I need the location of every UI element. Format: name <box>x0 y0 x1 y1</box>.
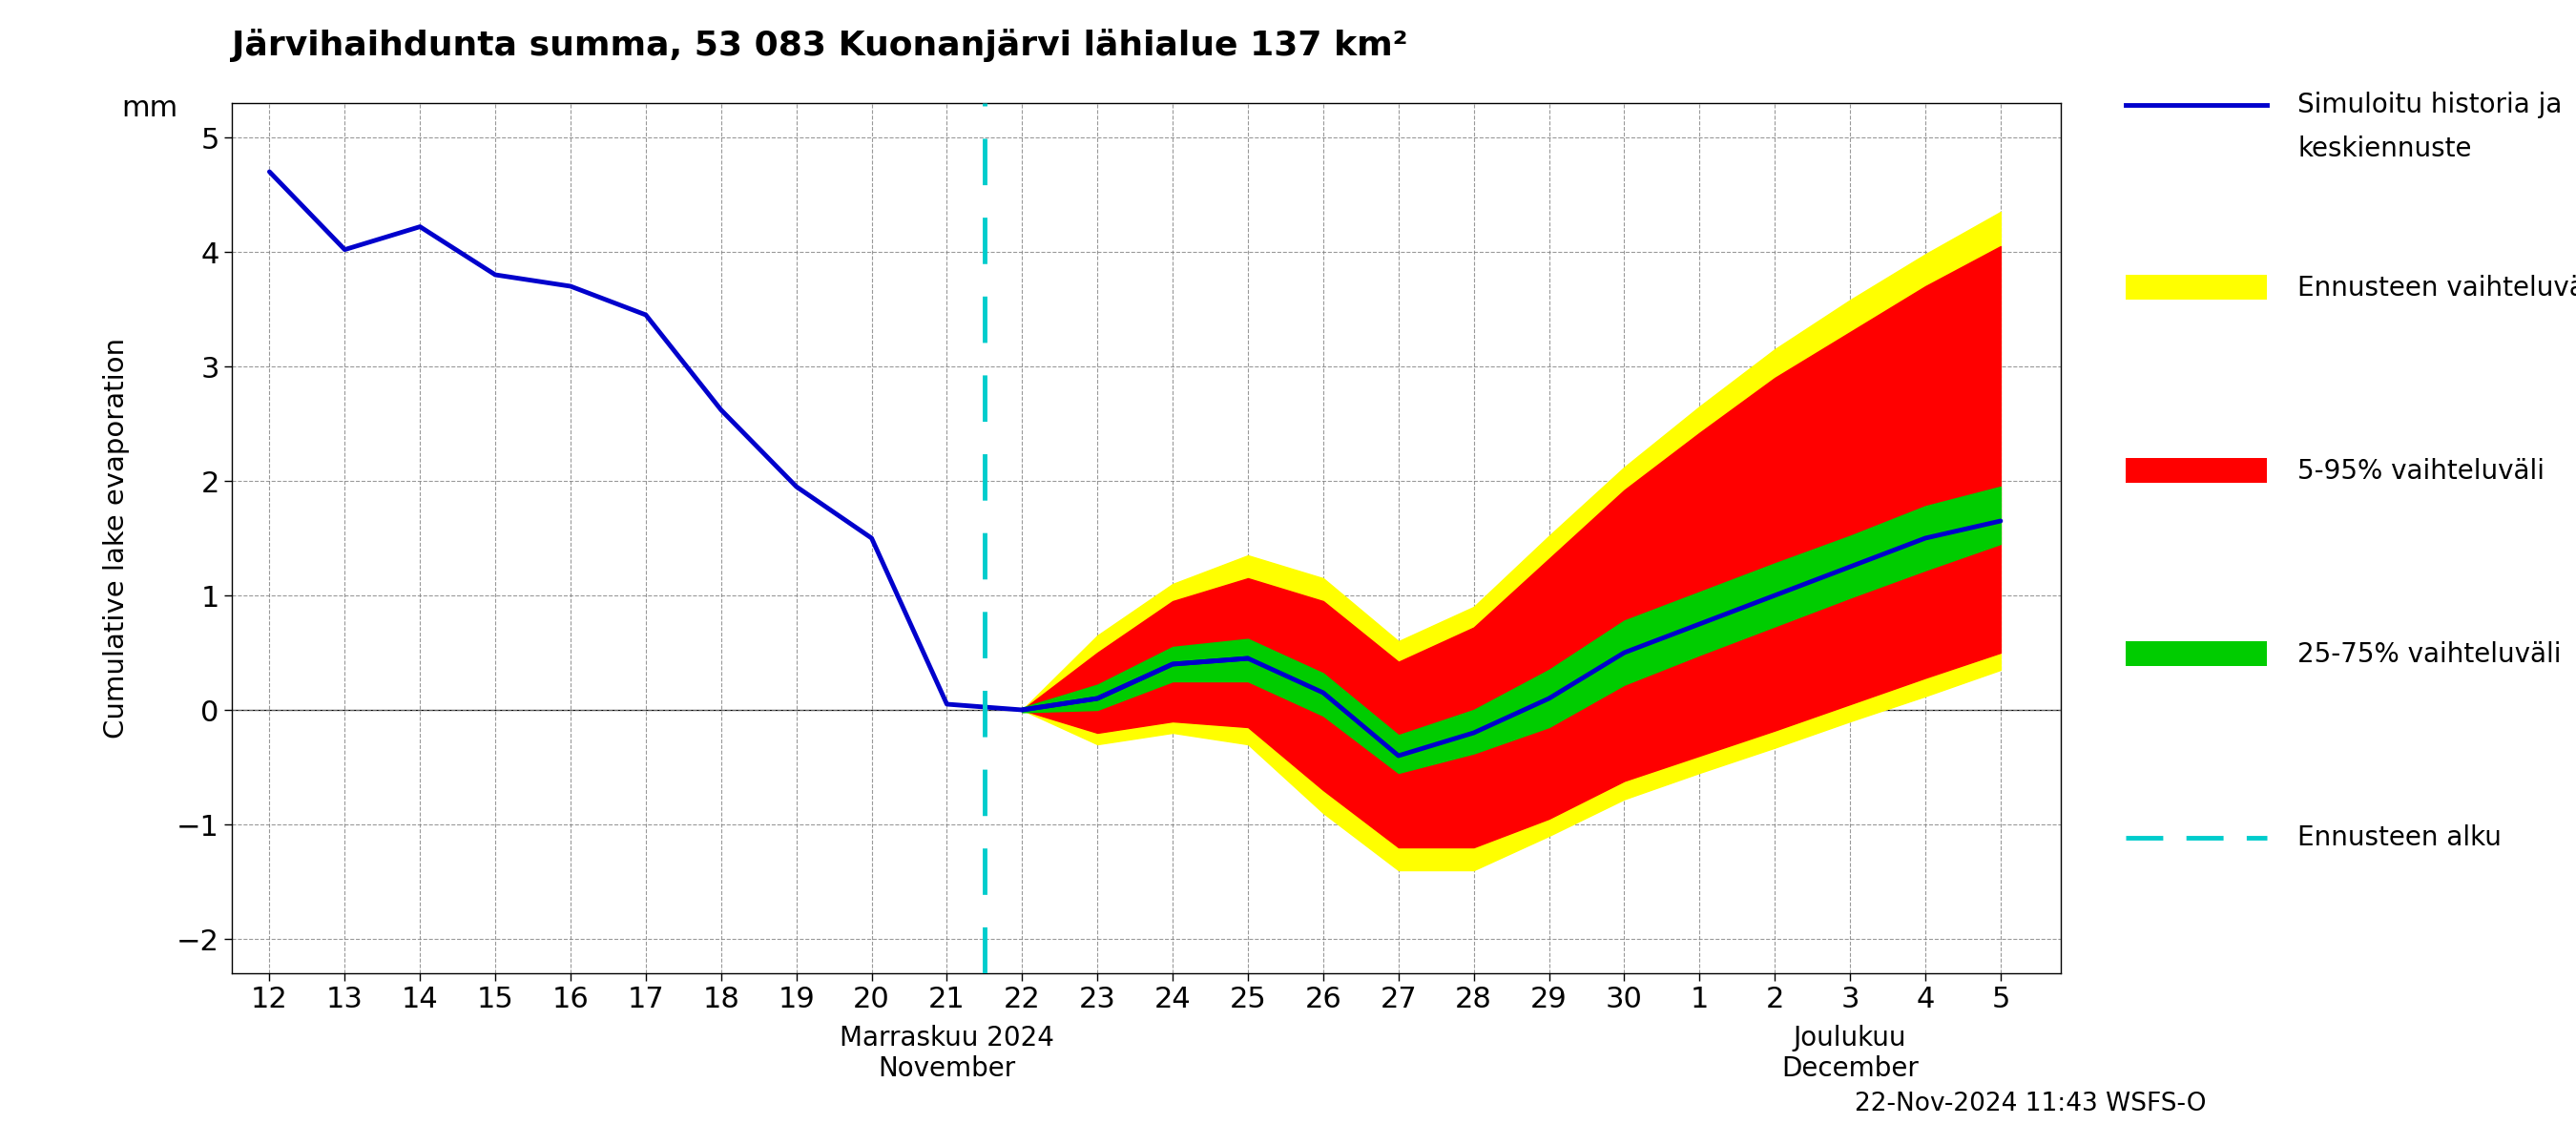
Text: Järvihaihdunta summa, 53 083 Kuonanjärvi lähialue 137 km²: Järvihaihdunta summa, 53 083 Kuonanjärvi… <box>232 29 1406 62</box>
Text: keskiennuste: keskiennuste <box>2298 135 2473 161</box>
Text: 22-Nov-2024 11:43 WSFS-O: 22-Nov-2024 11:43 WSFS-O <box>1855 1091 2205 1116</box>
Text: Simuloitu historia ja: Simuloitu historia ja <box>2298 92 2563 118</box>
Text: Ennusteen vaihteluväli: Ennusteen vaihteluväli <box>2298 275 2576 301</box>
Text: Ennusteen alku: Ennusteen alku <box>2298 824 2501 851</box>
Text: mm: mm <box>121 95 178 123</box>
Text: 5-95% vaihteluväli: 5-95% vaihteluväli <box>2298 458 2545 484</box>
Text: Joulukuu
December: Joulukuu December <box>1783 1025 1919 1082</box>
Text: Cumulative lake evaporation: Cumulative lake evaporation <box>103 338 129 739</box>
Text: 25-75% vaihteluväli: 25-75% vaihteluväli <box>2298 641 2561 668</box>
Text: Marraskuu 2024
November: Marraskuu 2024 November <box>840 1025 1054 1082</box>
